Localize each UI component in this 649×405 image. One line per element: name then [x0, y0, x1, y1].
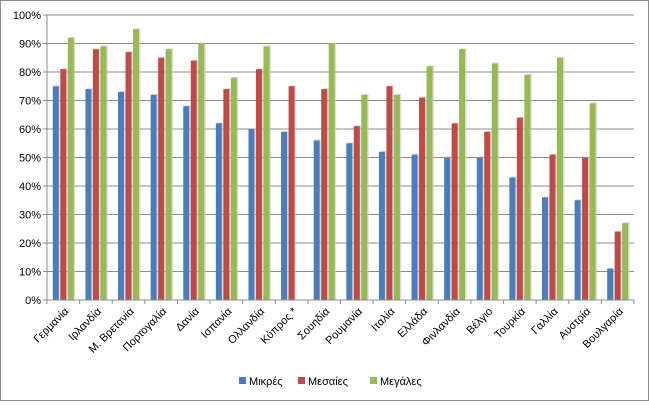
gridlines [47, 14, 634, 301]
bar-medium [60, 69, 67, 301]
bar-small [183, 106, 190, 300]
y-tick-label: 100% [13, 10, 41, 22]
bar-large [524, 74, 531, 300]
bar-small [248, 129, 255, 300]
y-tick-label: 50% [19, 153, 41, 165]
y-tick-label: 30% [19, 210, 41, 222]
x-tick-label: Δανία [174, 305, 203, 334]
x-tick-label: Ιταλία [369, 305, 398, 334]
bar-small [52, 86, 59, 300]
y-tick-label: 70% [19, 96, 41, 108]
bar-medium [158, 57, 165, 300]
bar-medium [484, 131, 491, 300]
bar-medium [419, 97, 426, 301]
bar-large [230, 77, 237, 300]
bar-large [393, 94, 400, 300]
x-tick-label: Ρουμανία [324, 305, 366, 347]
bar-small [509, 177, 516, 300]
bar-medium [353, 126, 360, 301]
y-tick-label: 80% [19, 67, 41, 79]
bar-medium [190, 60, 197, 300]
legend-swatch [298, 377, 305, 384]
bar-small [346, 143, 353, 300]
bar-large [622, 223, 629, 300]
x-tick-label: Γερμανία [32, 305, 72, 345]
bar-small [541, 197, 548, 300]
bar-large [263, 46, 270, 300]
bar-medium [516, 117, 523, 300]
legend-swatch [239, 377, 246, 384]
bar-small [607, 268, 614, 300]
bar-large [67, 37, 74, 301]
bar-small [150, 94, 157, 300]
x-tick-label: Τουρκία [492, 305, 528, 341]
bar-medium [386, 86, 393, 300]
bar-small [574, 200, 581, 300]
bar-small [215, 123, 222, 300]
bar-small [378, 151, 385, 300]
bar-small [411, 154, 418, 300]
bar-small [85, 89, 92, 300]
bar-small [281, 131, 288, 300]
bars [52, 28, 630, 301]
legend-label: Μεγάλες [380, 376, 422, 388]
bar-medium [321, 89, 328, 300]
bar-small [444, 157, 451, 300]
bar-medium [288, 86, 295, 300]
bar-medium [614, 231, 621, 300]
legend: Μικρές Μεσαίες Μεγάλες [239, 376, 422, 388]
bar-small [313, 140, 320, 300]
bar-medium [451, 123, 458, 300]
bar-medium [255, 69, 262, 301]
bar-large [589, 103, 596, 300]
y-tick-label: 90% [19, 39, 41, 51]
bar-large [133, 29, 140, 300]
bar-large [426, 66, 433, 300]
bar-large [459, 49, 466, 301]
bar-small [118, 91, 125, 300]
bar-medium [125, 52, 132, 300]
x-tick-label: Βέλγιο [464, 306, 495, 337]
bar-large [328, 43, 335, 300]
legend-label: Μικρές [249, 376, 283, 388]
y-tick-label: 60% [19, 124, 41, 136]
bar-small [476, 157, 483, 300]
bar-large [100, 46, 107, 300]
y-tick-label: 0% [25, 295, 41, 307]
x-tick-label: Γαλλία [529, 305, 561, 337]
bar-large [165, 49, 172, 301]
y-axis-ticks: 0% 10% 20% 30% 40% 50% 60% 70% 80% 90% 100% [13, 10, 48, 307]
bar-medium [223, 89, 230, 300]
y-tick-label: 10% [19, 267, 41, 279]
bar-large [361, 94, 368, 300]
legend-label: Μεσαίες [308, 376, 348, 388]
y-tick-label: 40% [19, 181, 41, 193]
y-tick-label: 20% [19, 238, 41, 250]
bar-large [491, 63, 498, 301]
x-tick-label: Κύπρος * [259, 305, 300, 346]
bar-medium [582, 157, 589, 300]
bar-large [198, 43, 205, 300]
bar-medium [549, 154, 556, 300]
bar-large [556, 57, 563, 300]
bar-medium [92, 49, 99, 301]
legend-swatch [370, 377, 377, 384]
